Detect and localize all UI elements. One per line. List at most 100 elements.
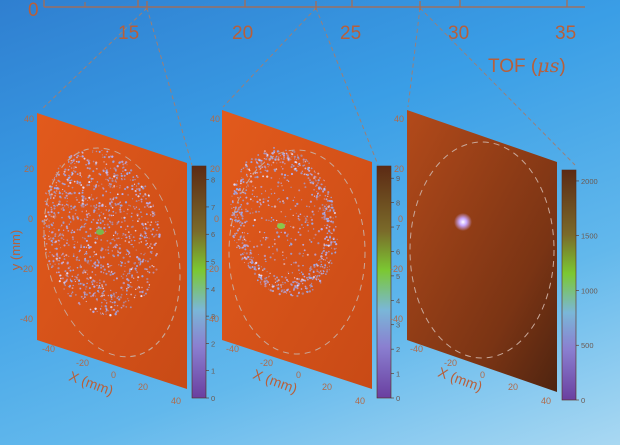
- ion-hit: [56, 204, 59, 207]
- ion-hit: [83, 294, 86, 296]
- ion-hit: [89, 292, 91, 294]
- ion-hit: [124, 228, 127, 231]
- ion-hit: [100, 266, 103, 269]
- ion-hit: [54, 241, 57, 244]
- ion-hit: [124, 220, 126, 222]
- ion-hit: [311, 193, 314, 196]
- ion-hit: [234, 216, 237, 219]
- ion-hit: [87, 212, 90, 215]
- ion-hit: [309, 286, 311, 288]
- ion-hit: [70, 208, 73, 210]
- ion-hit: [67, 192, 70, 195]
- ion-hit: [71, 287, 74, 289]
- ion-hit: [65, 225, 68, 228]
- ion-hit: [136, 271, 139, 274]
- ion-hit: [138, 257, 141, 261]
- ion-hit: [282, 200, 284, 202]
- ion-hit: [86, 282, 88, 285]
- x-tick-label: -40: [226, 344, 239, 354]
- ion-hit: [111, 265, 113, 267]
- ion-hit: [249, 212, 252, 215]
- ion-hit: [103, 156, 106, 159]
- ion-hit: [329, 260, 331, 262]
- ion-hit: [95, 204, 98, 206]
- ion-hit: [123, 210, 125, 212]
- ion-hit: [73, 170, 75, 172]
- ion-hit: [244, 245, 247, 248]
- ion-hit: [150, 230, 152, 232]
- ion-hit: [320, 263, 323, 266]
- zoom-guide-line: [419, 7, 576, 166]
- ion-hit: [63, 170, 66, 173]
- ion-hit: [260, 217, 263, 219]
- ion-hit: [44, 248, 47, 251]
- ion-hit: [91, 265, 94, 268]
- ion-hit: [77, 160, 81, 163]
- ion-hit: [55, 184, 58, 187]
- ion-hit: [306, 215, 309, 218]
- ion-hit: [58, 192, 61, 195]
- ion-hit: [92, 151, 94, 153]
- ion-hit: [317, 242, 320, 245]
- ion-hit: [99, 227, 102, 230]
- ion-hit: [145, 240, 147, 242]
- ion-hit: [249, 249, 251, 251]
- ion-hit: [274, 281, 276, 283]
- ion-hit: [130, 243, 132, 246]
- ion-hit: [61, 203, 64, 206]
- ion-hit: [134, 294, 137, 297]
- ion-hit: [46, 226, 48, 228]
- ion-hit: [79, 287, 82, 290]
- ion-hit: [327, 210, 329, 212]
- ion-hit: [96, 264, 99, 267]
- ion-hit: [82, 282, 84, 284]
- ion-hit: [313, 170, 316, 172]
- ion-hit: [253, 272, 257, 275]
- ion-hit: [45, 251, 47, 253]
- center-hotspot: [277, 223, 285, 229]
- ion-hit: [144, 292, 147, 295]
- ion-hit: [327, 244, 330, 247]
- ion-hit: [105, 178, 107, 180]
- ion-hit: [141, 260, 144, 263]
- ion-hit: [234, 233, 236, 235]
- ion-hit: [247, 245, 249, 248]
- ion-hit: [95, 197, 98, 200]
- ion-hit: [308, 179, 312, 182]
- ion-hit: [237, 239, 239, 241]
- ion-hit: [59, 195, 62, 198]
- ion-hit: [68, 285, 71, 288]
- ion-hit: [86, 269, 88, 272]
- ion-hit: [252, 189, 254, 192]
- ion-hit: [63, 190, 66, 192]
- ion-hit: [51, 207, 53, 210]
- ion-hit: [260, 185, 263, 188]
- ion-hit: [79, 155, 81, 158]
- ion-hit: [151, 246, 154, 249]
- ion-hit: [63, 238, 65, 240]
- ion-hit: [319, 258, 321, 261]
- ion-hit: [328, 210, 331, 213]
- ion-hit: [311, 288, 314, 291]
- ion-hit: [133, 296, 136, 299]
- ion-hit: [294, 167, 297, 170]
- ion-hit: [263, 280, 266, 283]
- ion-hit: [145, 202, 148, 205]
- ion-hit: [95, 150, 98, 153]
- ion-hit: [48, 224, 50, 226]
- ion-hit: [258, 231, 261, 233]
- ion-hit: [125, 289, 128, 292]
- colorbar-tick-label: 8: [211, 176, 215, 185]
- ion-hit: [312, 278, 314, 281]
- ion-hit: [79, 264, 82, 267]
- ion-hit: [140, 200, 143, 203]
- ion-hit: [266, 155, 269, 158]
- ion-hit: [148, 206, 150, 208]
- ion-hit: [126, 208, 129, 211]
- ion-hit: [303, 249, 306, 252]
- ion-hit: [63, 288, 65, 290]
- ion-hit: [252, 185, 254, 187]
- ion-hit: [326, 224, 329, 227]
- ion-hit: [66, 179, 70, 182]
- ion-hit: [73, 243, 75, 246]
